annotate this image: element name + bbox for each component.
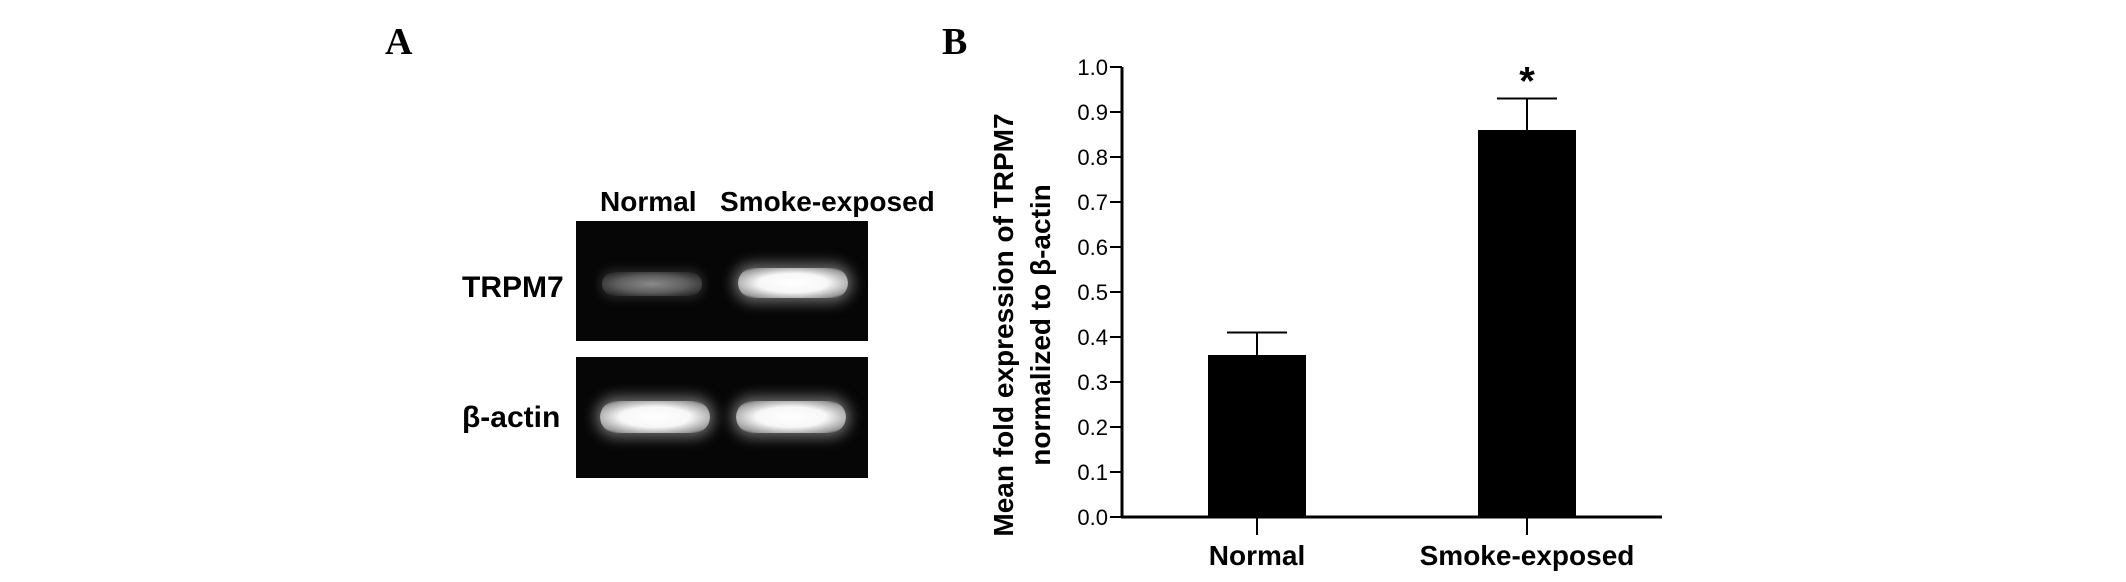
gel-row-label-beta-actin: β-actin [462, 401, 561, 434]
bar [1478, 130, 1576, 517]
y-tick-label: 0.4 [1077, 325, 1108, 350]
gel-image-trpm7 [576, 221, 868, 341]
y-axis-title-line2: normalized to β-actin [1025, 184, 1056, 466]
bar [1208, 355, 1306, 517]
y-tick-label: 0.8 [1077, 145, 1108, 170]
y-tick-label: 0.0 [1077, 505, 1108, 530]
gel-lane-label-smoke-exposed: Smoke-exposed [720, 186, 935, 217]
y-tick-label: 0.3 [1077, 370, 1108, 395]
panel-a-letter: A [385, 21, 413, 63]
y-tick-label: 0.9 [1077, 100, 1108, 125]
gel-row-label-trpm7: TRPM7 [462, 271, 564, 304]
y-tick-label: 0.6 [1077, 235, 1108, 260]
panel-b-letter: B [942, 21, 968, 63]
y-tick-label: 1.0 [1077, 55, 1108, 80]
y-tick-label: 0.5 [1077, 280, 1108, 305]
x-tick-label: Smoke-exposed [1420, 540, 1635, 571]
y-axis-title-line1: Mean fold expression of TRPM7 [988, 113, 1019, 536]
y-tick-label: 0.2 [1077, 415, 1108, 440]
gel-band-trpm7-smoke-exposed [738, 268, 848, 298]
y-tick-label: 0.7 [1077, 190, 1108, 215]
gel-band-beta-actin-smoke-exposed [736, 401, 846, 433]
gel-image-beta-actin [576, 357, 868, 478]
gel-band-beta-actin-normal [600, 401, 710, 433]
significance-marker: * [1519, 60, 1535, 104]
gel-band-trpm7-normal [602, 272, 702, 296]
y-tick-label: 0.1 [1077, 460, 1108, 485]
gel-lane-label-normal: Normal [600, 186, 697, 217]
y-axis-title: Mean fold expression of TRPM7 normalized… [988, 113, 1056, 536]
x-tick-label: Normal [1209, 540, 1305, 571]
